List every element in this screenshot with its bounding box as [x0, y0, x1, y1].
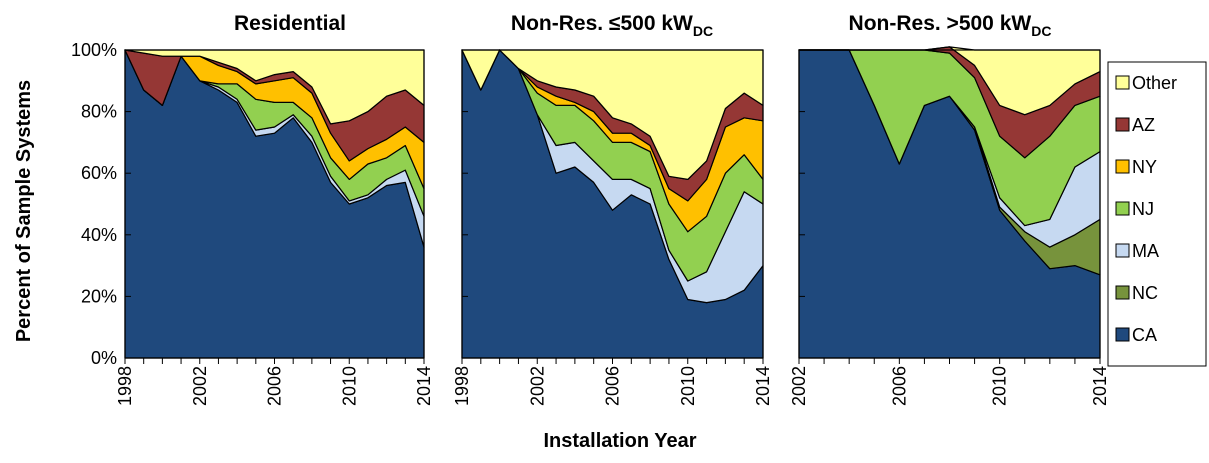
x-tick-label: 2014: [414, 366, 434, 406]
legend-label: NJ: [1132, 199, 1154, 219]
chart-panels: 1998 2002 2006 2010 2014 0% 20% 40% 60% 80% 100% Re…: [71, 12, 1110, 406]
legend-item-nc: NC: [1115, 283, 1158, 303]
legend-swatch: [1115, 159, 1130, 174]
legend-swatch: [1115, 285, 1130, 300]
x-tick-label: 2014: [1090, 366, 1110, 406]
legend-swatch: [1115, 201, 1130, 216]
legend-label: MA: [1132, 241, 1159, 261]
legend-label: NC: [1132, 283, 1158, 303]
legend-item-nj: NJ: [1115, 199, 1154, 219]
x-tick-label: 2006: [603, 366, 623, 406]
legend-item-ca: CA: [1115, 325, 1157, 345]
y-tick-label: 0%: [91, 348, 117, 368]
panel-2: 1998 2002 2006 2010 2014 Non-Res. ≤500 kWDC: [452, 12, 773, 406]
legend-item-ny: NY: [1115, 157, 1157, 177]
legend: Other AZ NY NJ MA NC CA: [1107, 61, 1207, 367]
y-tick-label: 60%: [81, 163, 117, 183]
legend-label: AZ: [1132, 115, 1155, 135]
legend-swatch: [1115, 117, 1130, 132]
x-tick-label: 2006: [265, 366, 285, 406]
panel-3: 2002 2006 2010 2014 Non-Res. >500 kWDC: [789, 12, 1110, 406]
x-axis-label: Installation Year: [543, 430, 696, 452]
panel-1: 1998 2002 2006 2010 2014 0% 20% 40% 60% 80% 100% Re…: [71, 12, 434, 406]
x-tick-label: 2010: [678, 366, 698, 406]
legend-swatch: [1115, 243, 1130, 258]
panel-title: Non-Res. ≤500 kWDC: [511, 12, 713, 39]
panel-title: Non-Res. >500 kWDC: [849, 12, 1052, 39]
legend-label: NY: [1132, 157, 1157, 177]
x-tick-label: 2002: [190, 366, 210, 406]
legend-swatch: [1115, 327, 1130, 342]
x-tick-label: 2010: [339, 366, 359, 406]
y-tick-label: 80%: [81, 102, 117, 122]
legend-item-ma: MA: [1115, 241, 1159, 261]
x-tick-label: 1998: [115, 366, 135, 406]
y-tick-label: 40%: [81, 225, 117, 245]
y-tick-label: 20%: [81, 286, 117, 306]
x-tick-label: 2006: [889, 366, 909, 406]
x-tick-label: 2010: [990, 366, 1010, 406]
legend-item-other: Other: [1115, 73, 1177, 93]
legend-label: CA: [1132, 325, 1157, 345]
x-tick-label: 1998: [452, 366, 472, 406]
x-tick-label: 2002: [527, 366, 547, 406]
x-tick-label: 2014: [753, 366, 773, 406]
x-tick-label: 2002: [789, 366, 809, 406]
y-axis-label: Percent of Sample Systems: [13, 80, 35, 342]
legend-label: Other: [1132, 73, 1177, 93]
legend-swatch: [1115, 75, 1130, 90]
legend-item-az: AZ: [1115, 115, 1155, 135]
y-tick-label: 100%: [71, 40, 117, 60]
panel-title: Residential: [234, 12, 346, 35]
